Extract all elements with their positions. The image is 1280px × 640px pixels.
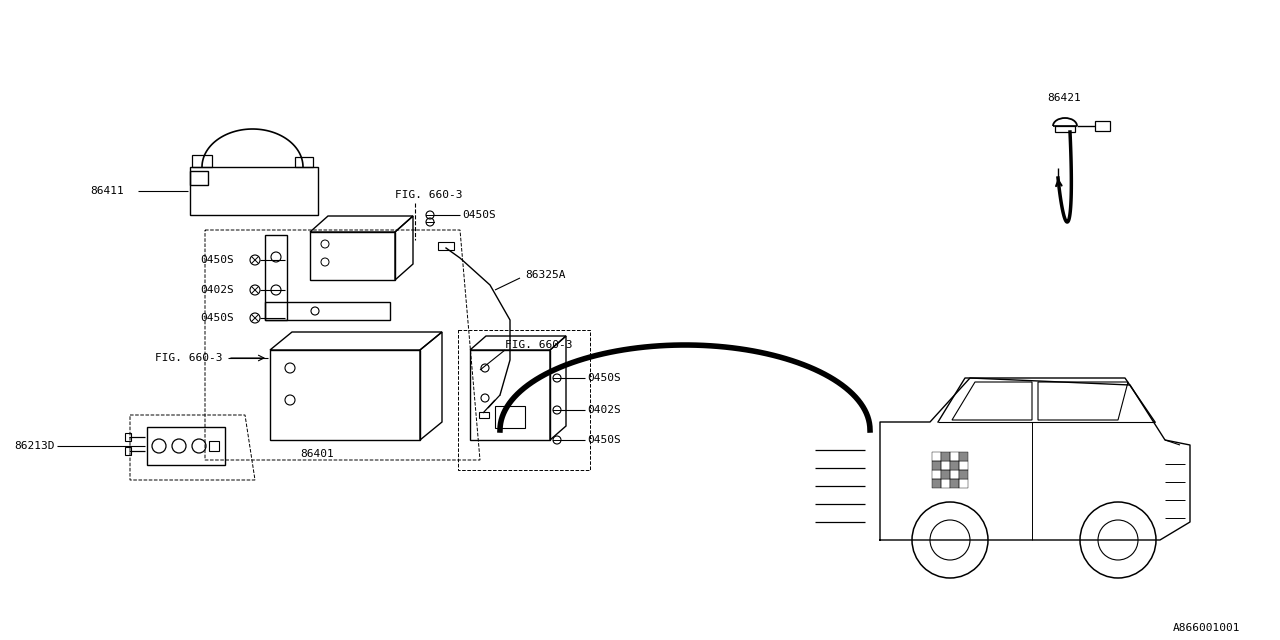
Bar: [265, 302, 390, 320]
Text: 0402S: 0402S: [588, 405, 621, 415]
Text: 86325A: 86325A: [525, 270, 566, 280]
Text: A866001001: A866001001: [1172, 623, 1240, 633]
Bar: [294, 157, 314, 167]
Bar: [932, 479, 941, 488]
Bar: [1055, 126, 1075, 132]
Bar: [495, 406, 525, 428]
Text: 86421: 86421: [1047, 93, 1080, 103]
Bar: [932, 461, 941, 470]
Bar: [941, 470, 950, 479]
Bar: [125, 447, 131, 455]
Bar: [479, 412, 489, 418]
Bar: [470, 350, 550, 440]
Bar: [265, 235, 287, 320]
Bar: [941, 452, 950, 461]
Bar: [950, 461, 959, 470]
Bar: [125, 433, 131, 441]
Bar: [959, 452, 968, 461]
Bar: [932, 470, 941, 479]
Bar: [932, 452, 941, 461]
Text: FIG. 660-3: FIG. 660-3: [396, 190, 462, 200]
Bar: [941, 479, 950, 488]
Text: 0450S: 0450S: [588, 435, 621, 445]
Text: 86213D: 86213D: [14, 441, 55, 451]
Bar: [950, 479, 959, 488]
Bar: [189, 167, 317, 215]
Bar: [959, 479, 968, 488]
Text: 0450S: 0450S: [588, 373, 621, 383]
Bar: [941, 461, 950, 470]
Text: 86401: 86401: [300, 449, 334, 459]
Bar: [209, 441, 219, 451]
Text: 86411: 86411: [90, 186, 124, 196]
Bar: [310, 232, 396, 280]
Text: FIG. 660-3: FIG. 660-3: [155, 353, 223, 363]
Bar: [950, 452, 959, 461]
Text: 0450S: 0450S: [462, 210, 495, 220]
Bar: [959, 461, 968, 470]
Text: 0402S: 0402S: [200, 285, 234, 295]
Text: 0450S: 0450S: [200, 313, 234, 323]
Text: FIG. 660-3: FIG. 660-3: [506, 340, 572, 350]
Bar: [192, 155, 212, 167]
Text: 0450S: 0450S: [200, 255, 234, 265]
Bar: [147, 427, 225, 465]
Bar: [438, 242, 454, 250]
Bar: [959, 470, 968, 479]
Bar: [189, 171, 209, 185]
Bar: [1094, 121, 1110, 131]
Bar: [950, 470, 959, 479]
Bar: [270, 350, 420, 440]
